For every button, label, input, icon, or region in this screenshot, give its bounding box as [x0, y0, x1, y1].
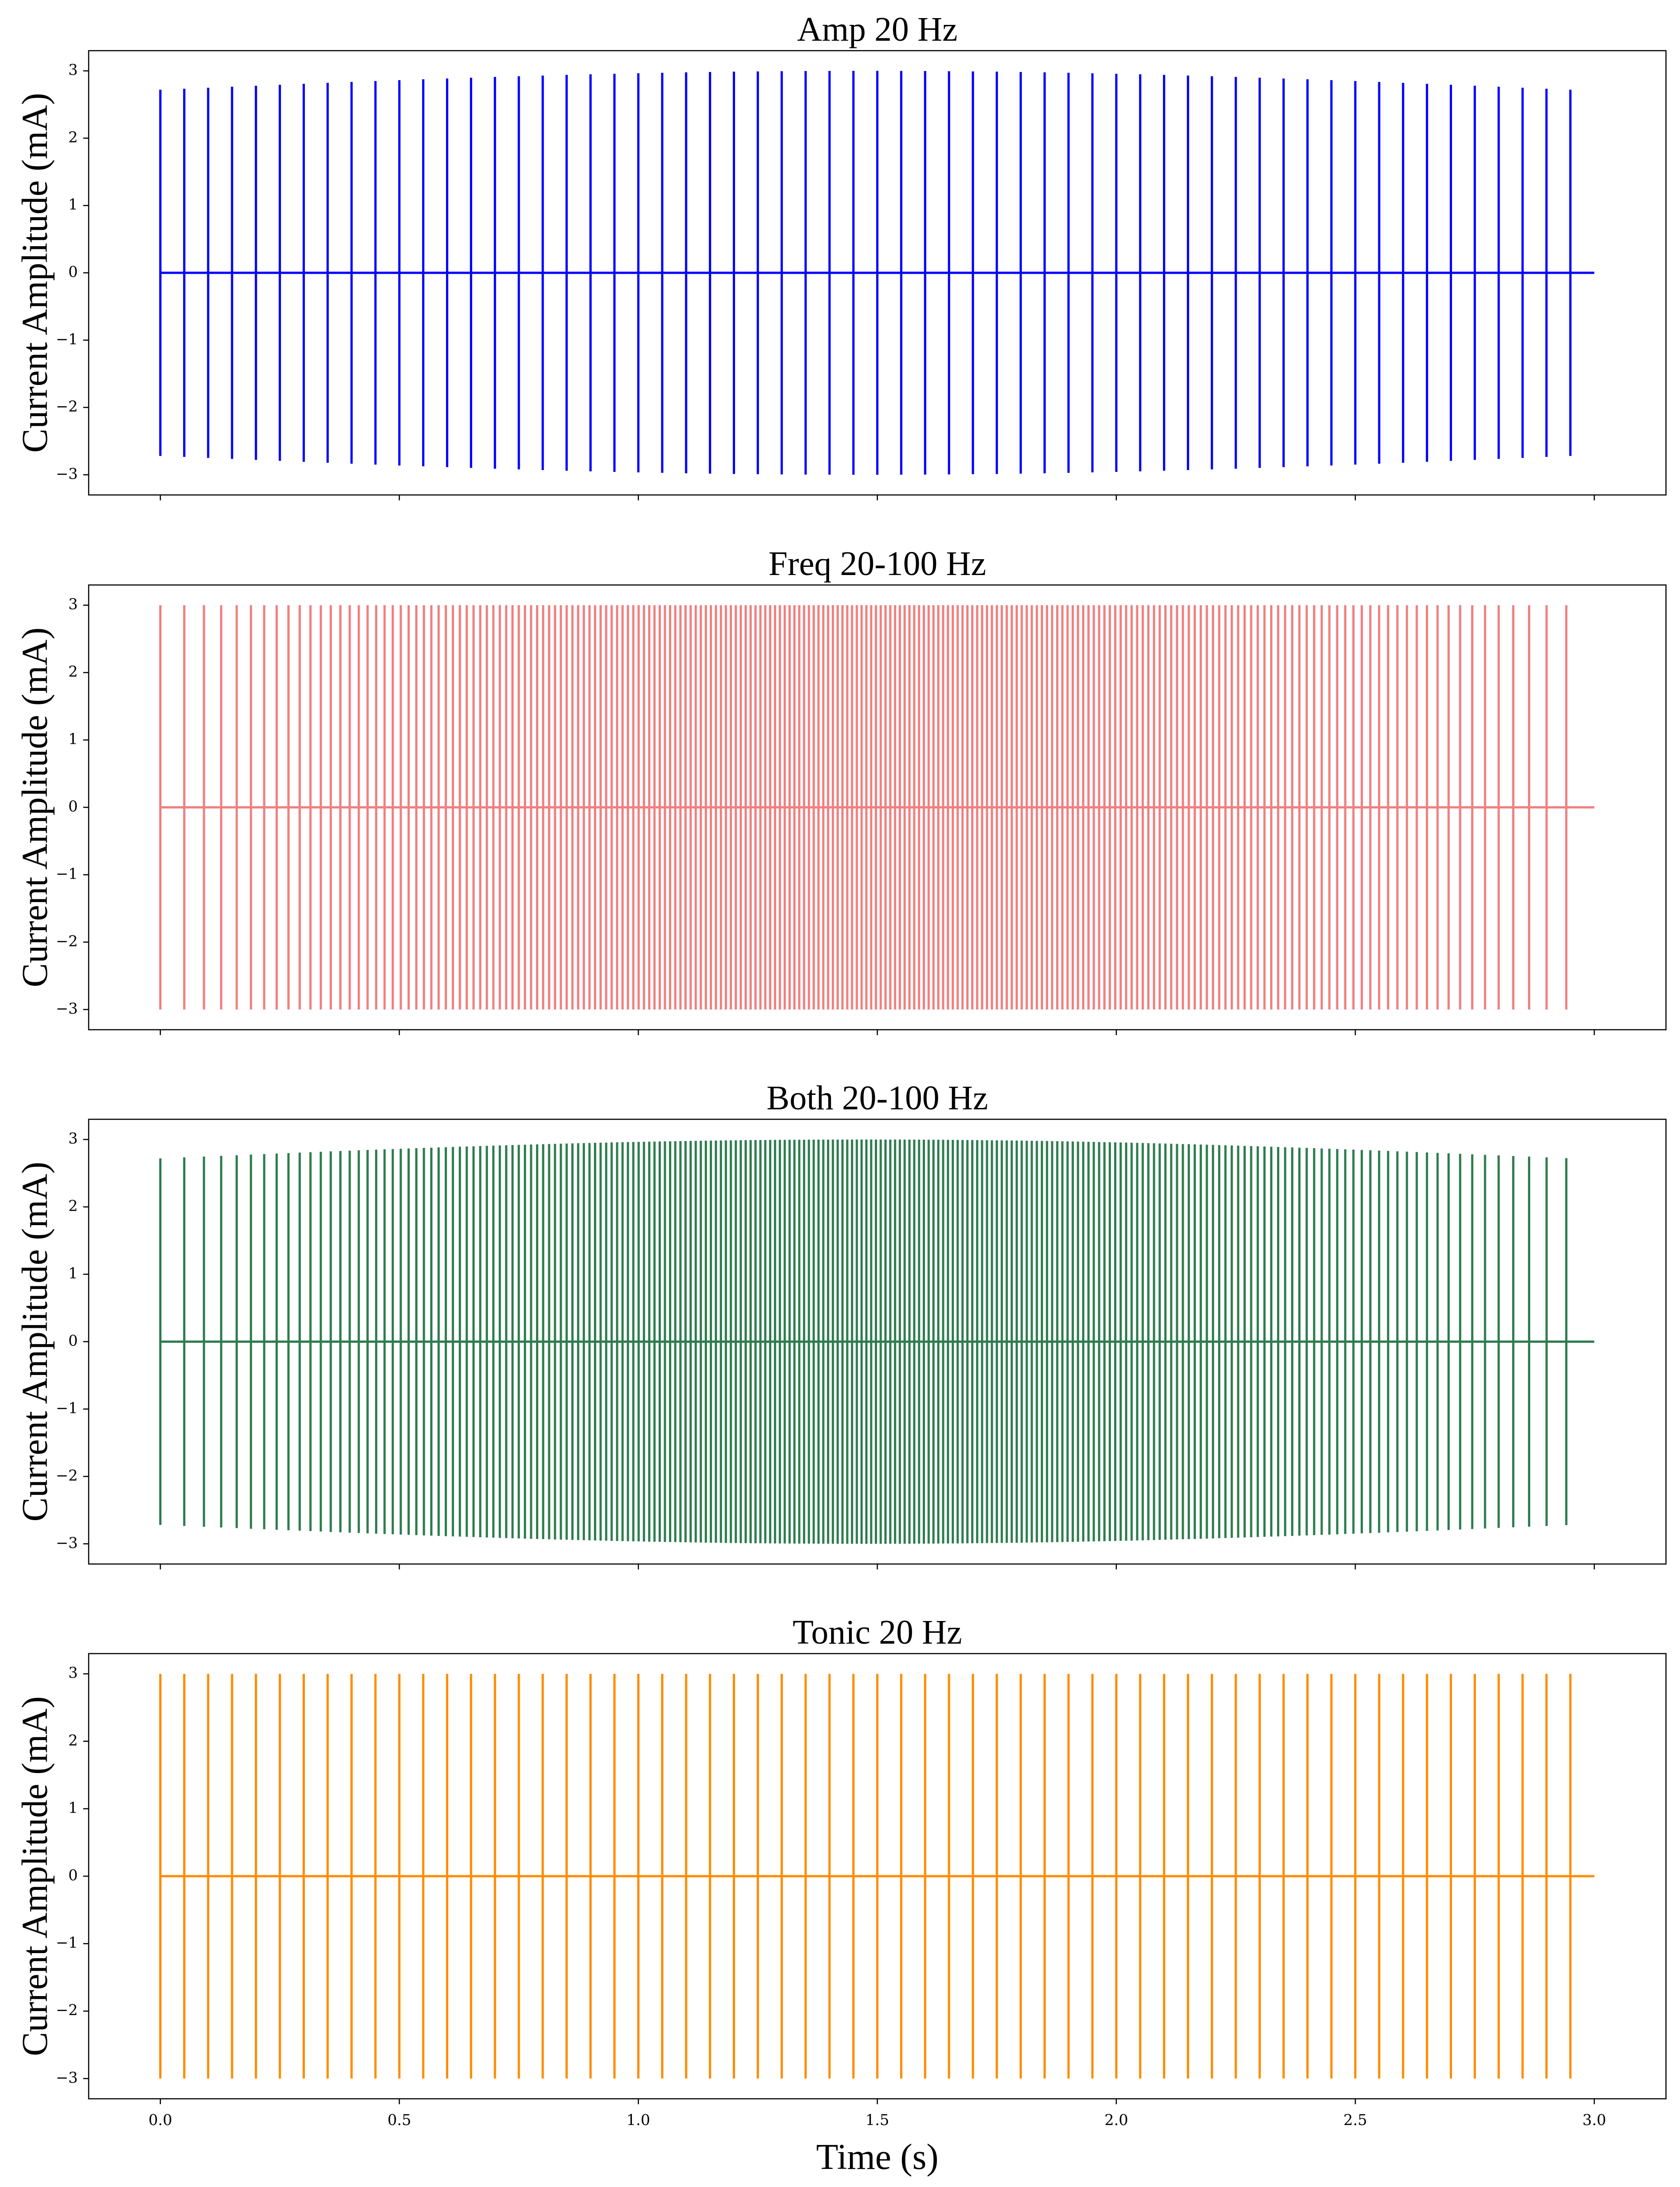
- x-axis-label: Time (s): [816, 2137, 938, 2177]
- subplot-freq-20-100hz: Freq 20-100 Hz Current Amplitude (mA) −3…: [15, 545, 1667, 1035]
- y-tick-label: −1: [56, 865, 78, 882]
- axes: −3 −2 −1 0 1 2 3 0.0 0.5 1.0 1.5 2.0 2.5 3.0: [56, 1653, 1667, 2129]
- x-tick-label: 1.0: [626, 2111, 650, 2129]
- y-tick-label: 2: [68, 1731, 78, 1749]
- y-tick-label: 2: [68, 128, 78, 146]
- chart-title: Amp 20 Hz: [797, 10, 958, 48]
- chart-title: Freq 20-100 Hz: [769, 545, 986, 583]
- y-tick-label: −1: [56, 1934, 78, 1951]
- subplot-tonic-20hz: Tonic 20 Hz Current Amplitude (mA) Time …: [15, 1613, 1667, 2177]
- pulse-series: [159, 1139, 1595, 1544]
- x-tick-label: 0.5: [388, 2111, 411, 2129]
- y-tick-label: 2: [68, 1197, 78, 1215]
- y-tick-label: 3: [68, 61, 78, 79]
- y-tick-label: 3: [68, 1664, 78, 1682]
- y-axis-label: Current Amplitude (mA): [15, 628, 55, 987]
- y-tick-label: 1: [68, 195, 78, 213]
- x-tick-label: 2.5: [1343, 2111, 1367, 2129]
- x-tick-label: 2.0: [1105, 2111, 1128, 2129]
- y-tick-label: −3: [56, 465, 78, 482]
- y-tick-label: 1: [68, 730, 78, 748]
- y-tick-label: −2: [56, 398, 78, 415]
- axes: −3 −2 −1 0 1 2 3: [56, 584, 1667, 1035]
- y-tick-label: 3: [68, 595, 78, 613]
- y-tick-label: 0: [68, 1332, 78, 1350]
- y-tick-label: 0: [68, 263, 78, 281]
- subplot-both-20-100hz: Both 20-100 Hz Current Amplitude (mA) −3…: [15, 1079, 1667, 1569]
- axes: −3 −2 −1 0 1 2 3: [56, 50, 1667, 500]
- subplot-amp-20hz: Amp 20 Hz Current Amplitude (mA) −3 −2 −1 0…: [15, 10, 1667, 500]
- y-tick-label: −2: [56, 932, 78, 950]
- y-tick-label: −3: [56, 1534, 78, 1551]
- x-tick-label: 0.0: [148, 2111, 172, 2129]
- y-tick-label: −3: [56, 999, 78, 1017]
- y-tick-label: 0: [68, 798, 78, 815]
- y-axis-label: Current Amplitude (mA): [15, 93, 55, 452]
- y-tick-label: 1: [68, 1265, 78, 1282]
- pulse-series: [159, 71, 1595, 475]
- y-axis-label: Current Amplitude (mA): [15, 1696, 55, 2056]
- x-tick-label: 1.5: [865, 2111, 889, 2129]
- y-tick-label: 3: [68, 1130, 78, 1147]
- pulse-series: [159, 1674, 1595, 2079]
- axes: −3 −2 −1 0 1 2 3: [56, 1118, 1667, 1569]
- x-tick-label: 3.0: [1582, 2111, 1606, 2129]
- y-tick-label: 0: [68, 1866, 78, 1884]
- pulse-series: [159, 605, 1595, 1010]
- y-tick-label: −1: [56, 1399, 78, 1417]
- y-tick-label: 1: [68, 1799, 78, 1816]
- y-tick-label: −2: [56, 1466, 78, 1484]
- y-tick-label: −2: [56, 2001, 78, 2019]
- chart-title: Tonic 20 Hz: [793, 1613, 962, 1651]
- y-tick-label: −3: [56, 2068, 78, 2086]
- y-tick-label: −1: [56, 330, 78, 348]
- y-tick-label: 2: [68, 663, 78, 680]
- y-axis-label: Current Amplitude (mA): [15, 1162, 55, 1521]
- chart-title: Both 20-100 Hz: [767, 1079, 988, 1117]
